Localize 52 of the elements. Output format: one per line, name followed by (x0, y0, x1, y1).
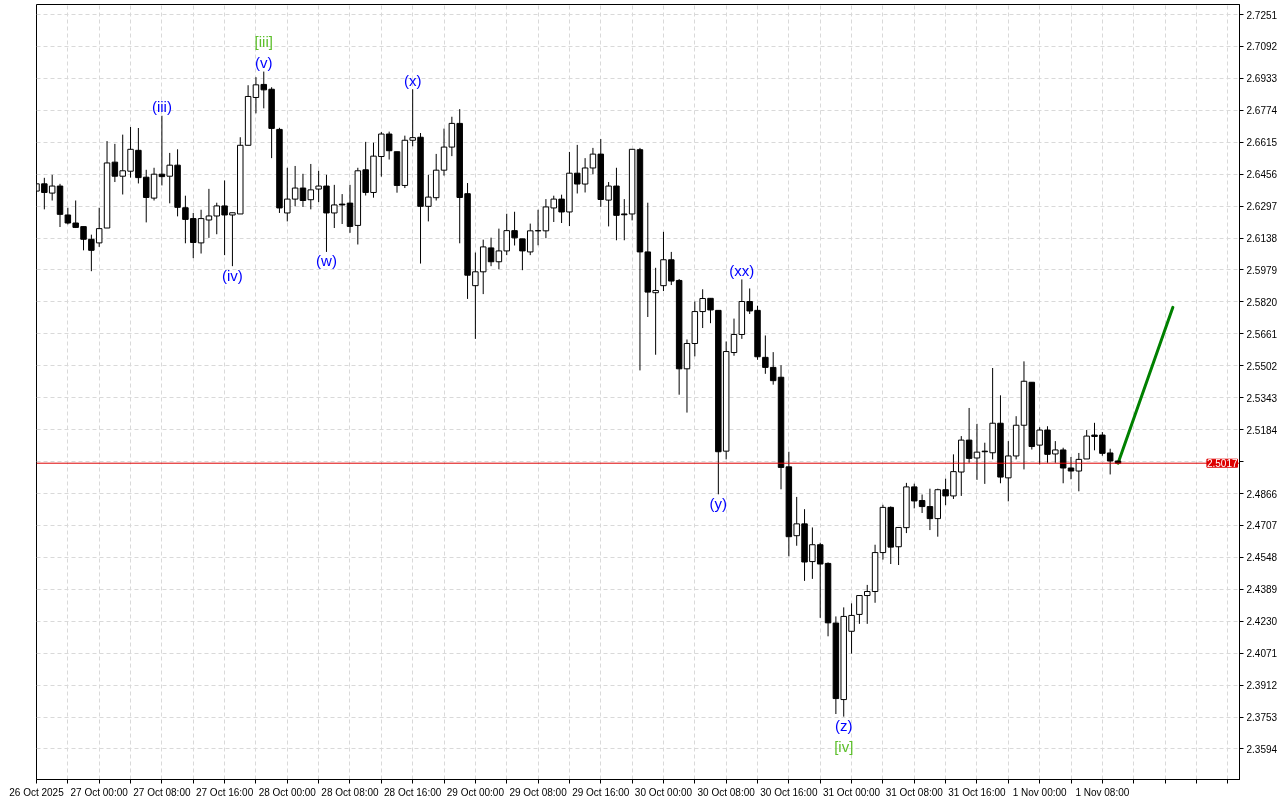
x-tick-label: 27 Oct 08:00 (133, 786, 191, 798)
x-tick-label: 28 Oct 00:00 (258, 786, 317, 798)
x-tick-label: 27 Oct 00:00 (70, 786, 129, 798)
ref-line-label: 2.5017 (1206, 458, 1238, 470)
y-tick-label: 2.5661 (1246, 328, 1278, 340)
x-tick-label: 30 Oct 16:00 (760, 786, 818, 798)
y-tick-label: 2.5184 (1246, 424, 1278, 436)
y-tick-label: 2.5820 (1246, 296, 1278, 308)
y-tick-label: 2.4707 (1246, 520, 1278, 532)
x-tick-label: 1 Nov 08:00 (1075, 786, 1130, 798)
y-tick-label: 2.5502 (1246, 360, 1278, 372)
x-tick-label: 30 Oct 00:00 (634, 786, 693, 798)
y-tick-label: 2.4389 (1246, 584, 1278, 596)
x-tick-label: 29 Oct 00:00 (446, 786, 505, 798)
annotation: (y) (709, 494, 728, 512)
annotation: [iv] (834, 738, 854, 756)
annotation: (z) (834, 717, 853, 735)
x-tick-label: 31 Oct 00:00 (822, 786, 881, 798)
x-tick-label: 28 Oct 16:00 (384, 786, 442, 798)
annotation: (v) (255, 54, 273, 72)
annotation: (iv) (222, 266, 243, 284)
y-tick-label: 2.3912 (1246, 680, 1278, 692)
y-tick-label: 2.7251 (1246, 9, 1278, 21)
x-tick-label: 28 Oct 08:00 (321, 786, 380, 798)
annotation: (xx) (729, 261, 755, 279)
y-tick-label: 2.6774 (1246, 105, 1278, 117)
x-tick-label: 26 Oct 2025 (9, 786, 65, 798)
x-tick-label: 31 Oct 16:00 (948, 786, 1007, 798)
y-tick-label: 2.5979 (1246, 265, 1278, 276)
x-tick-label: 29 Oct 16:00 (572, 786, 630, 798)
y-tick-label: 2.6615 (1246, 137, 1278, 149)
x-tick-label: 1 Nov 00:00 (1012, 786, 1068, 798)
x-tick-label: 30 Oct 08:00 (697, 786, 756, 798)
y-tick-label: 2.4866 (1246, 488, 1278, 500)
annotation: [iii] (254, 33, 273, 51)
annotation: (iii) (151, 98, 172, 116)
y-tick-label: 2.7092 (1246, 41, 1278, 53)
y-tick-label: 2.6138 (1246, 233, 1278, 245)
y-tick-label: 2.6933 (1246, 73, 1278, 85)
y-tick-label: 2.3753 (1246, 712, 1278, 724)
y-tick-label: 2.4230 (1246, 616, 1278, 628)
annotation: (x) (403, 71, 422, 89)
y-tick-label: 2.3594 (1246, 743, 1278, 755)
x-tick-label: 27 Oct 16:00 (195, 786, 254, 798)
annotation: (w) (316, 252, 337, 270)
y-tick-label: 2.4548 (1246, 552, 1278, 564)
y-tick-label: 2.4071 (1246, 648, 1278, 660)
y-tick-label: 2.6297 (1246, 201, 1278, 213)
y-tick-label: 2.6456 (1246, 169, 1278, 181)
x-tick-label: 29 Oct 08:00 (509, 786, 568, 798)
x-tick-label: 31 Oct 08:00 (885, 786, 944, 798)
y-tick-label: 2.5343 (1246, 392, 1278, 404)
